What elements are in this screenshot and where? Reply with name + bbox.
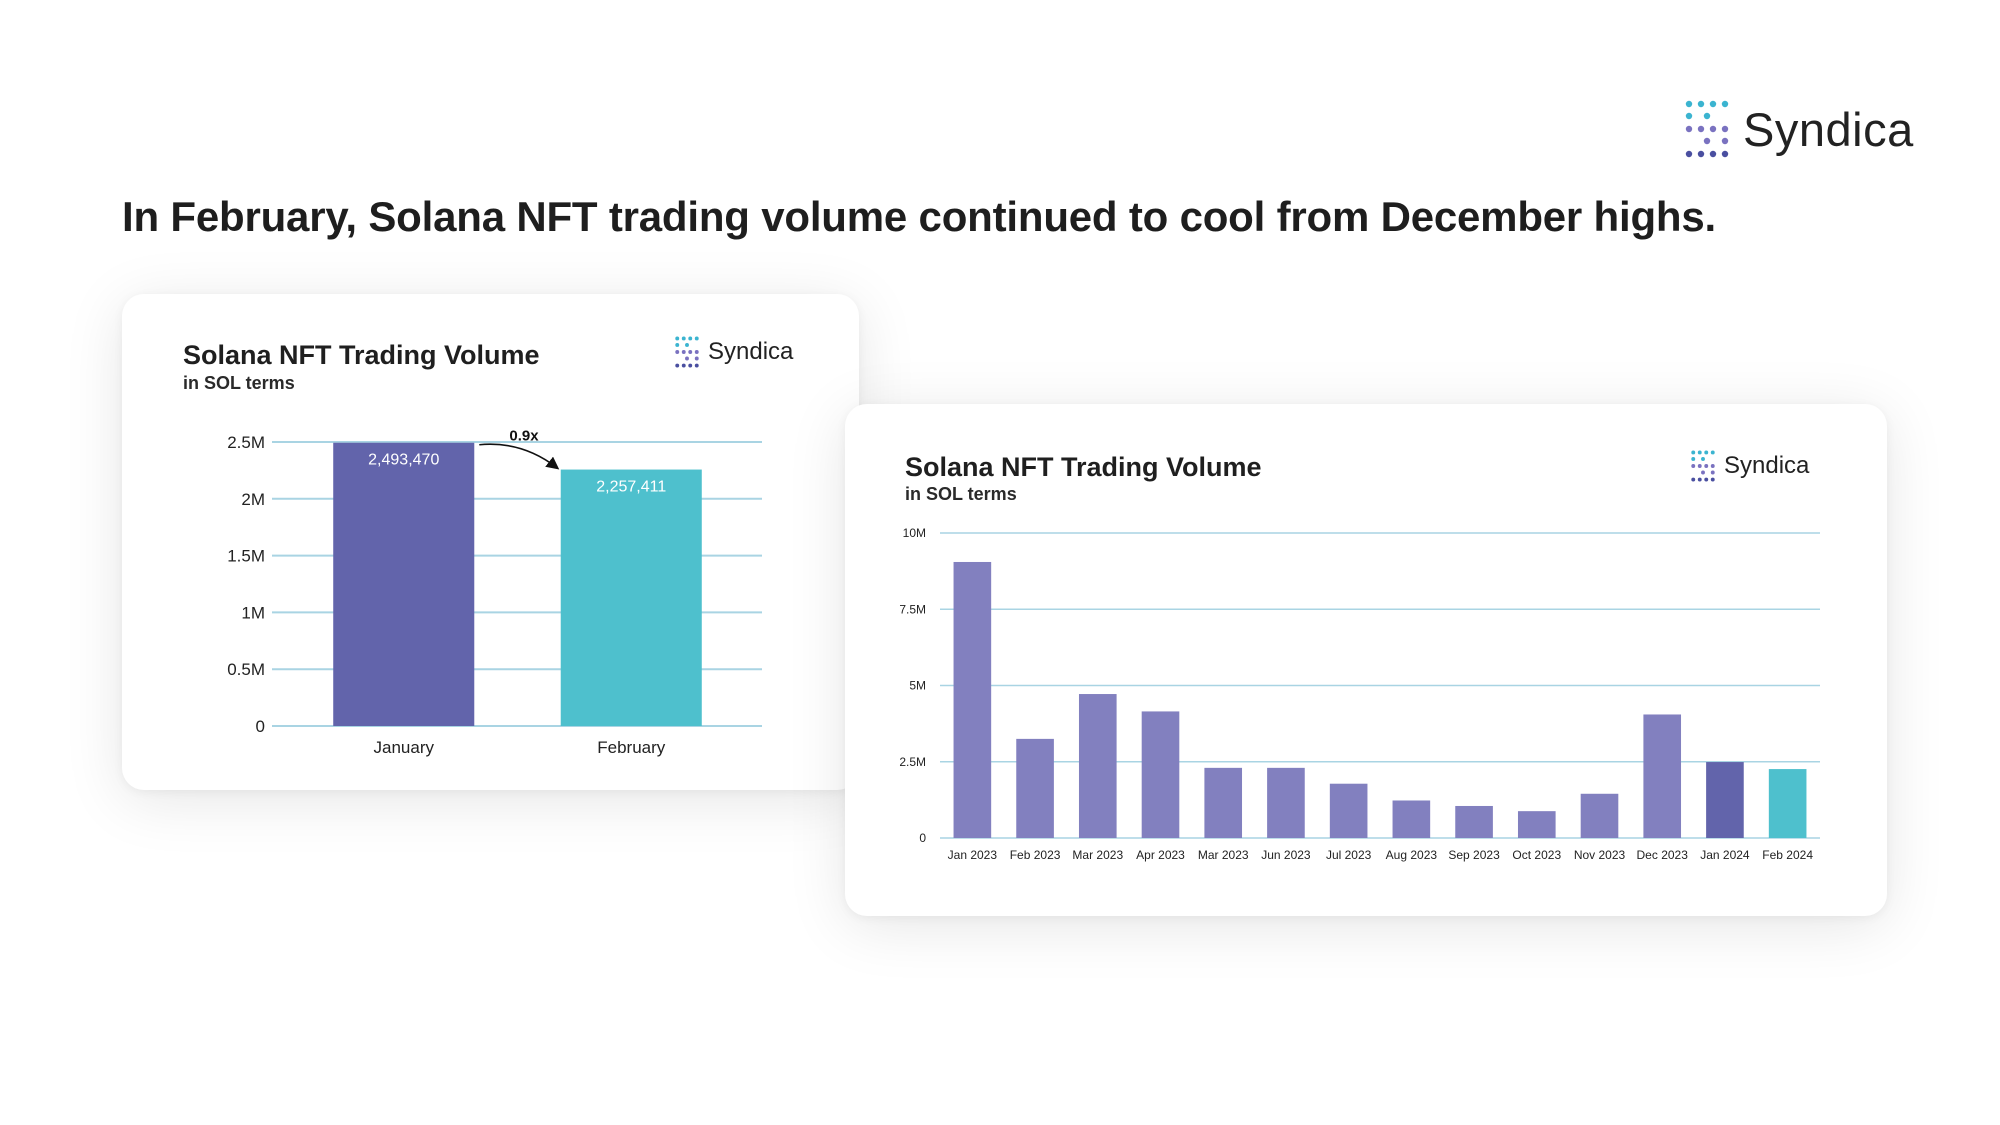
x-tick-label: Feb 2023: [1010, 848, 1061, 862]
bar: [1517, 811, 1556, 838]
bar: [1392, 800, 1431, 838]
y-tick-label: 10M: [903, 526, 926, 540]
x-tick-label: Jun 2023: [1261, 848, 1311, 862]
bar: [1204, 767, 1243, 838]
bar: [1580, 793, 1619, 838]
y-tick-label: 0: [919, 831, 926, 845]
bar: [1768, 769, 1807, 838]
y-tick-label: 1M: [241, 603, 265, 622]
bar: [1267, 767, 1305, 838]
syndica-logo-icon: [675, 336, 699, 368]
brand-name: Syndica: [1743, 102, 1914, 156]
bar-chart-monthly: 0 0.5M 1M 1.5M 2M 2.5M January 2,493,470 Februar…: [227, 428, 762, 757]
bar: [1455, 805, 1493, 838]
bar: [953, 561, 992, 838]
brand-name: Syndica: [1724, 452, 1810, 479]
x-tick-label: Apr 2023: [1136, 848, 1185, 862]
bar: [1078, 694, 1117, 838]
y-tick-label: 2.5M: [227, 433, 265, 452]
data-label: 2,493,470: [368, 452, 439, 469]
brand-logo-top: Syndica: [1683, 100, 1914, 158]
chart-card-monthly: Solana NFT Trading Volume in SOL terms S…: [122, 294, 859, 790]
y-tick-label: 7.5M: [899, 602, 926, 616]
bar: [1706, 762, 1744, 838]
x-tick-label: February: [597, 738, 666, 757]
x-tick-label: Oct 2023: [1512, 848, 1561, 862]
bar-chart-history: 0 2.5M 5M 7.5M 10M Jan 2023 Feb 2023 Mar 2023 Ap…: [899, 526, 1820, 862]
chart-subtitle: in SOL terms: [905, 484, 1017, 504]
bar: [1141, 711, 1180, 838]
x-tick-label: Jan 2024: [1700, 848, 1750, 862]
bar: [1643, 714, 1682, 838]
x-tick-label: Nov 2023: [1574, 848, 1626, 862]
y-tick-label: 5M: [909, 679, 926, 693]
x-tick-label: Mar 2023: [1198, 848, 1249, 862]
y-tick-label: 1.5M: [227, 547, 265, 566]
card-brand-logo: Syndica: [1690, 450, 1809, 482]
y-tick-label: 0: [256, 717, 265, 736]
chart-title: Solana NFT Trading Volume: [183, 340, 540, 370]
data-label: 2,257,411: [596, 479, 666, 496]
y-tick-label: 2.5M: [899, 755, 926, 769]
y-tick-label: 2M: [241, 490, 265, 509]
change-annotation: 0.9x: [509, 428, 539, 445]
chart-card-history: Solana NFT Trading Volume in SOL terms S…: [845, 404, 1887, 916]
x-tick-label: Mar 2023: [1072, 848, 1123, 862]
x-tick-label: Dec 2023: [1637, 848, 1689, 862]
syndica-logo-icon: [1685, 100, 1729, 158]
x-tick-label: Jan 2023: [948, 848, 998, 862]
brand-name: Syndica: [708, 338, 794, 365]
x-tick-label: Sep 2023: [1448, 848, 1500, 862]
x-tick-label: January: [374, 738, 435, 757]
chart-subtitle: in SOL terms: [183, 373, 295, 393]
bar: [333, 442, 475, 726]
card-brand-logo: Syndica: [674, 336, 793, 368]
bar: [1016, 738, 1054, 838]
syndica-logo-icon: [1691, 450, 1715, 482]
bar: [560, 469, 702, 726]
chart-title: Solana NFT Trading Volume: [905, 452, 1262, 482]
bar: [1329, 783, 1368, 838]
x-tick-label: Aug 2023: [1386, 848, 1438, 862]
y-tick-label: 0.5M: [227, 660, 265, 679]
change-arrow: [479, 443, 560, 470]
x-tick-label: Jul 2023: [1326, 848, 1372, 862]
page-headline: In February, Solana NFT trading volume c…: [122, 193, 1717, 240]
x-tick-label: Feb 2024: [1762, 848, 1813, 862]
